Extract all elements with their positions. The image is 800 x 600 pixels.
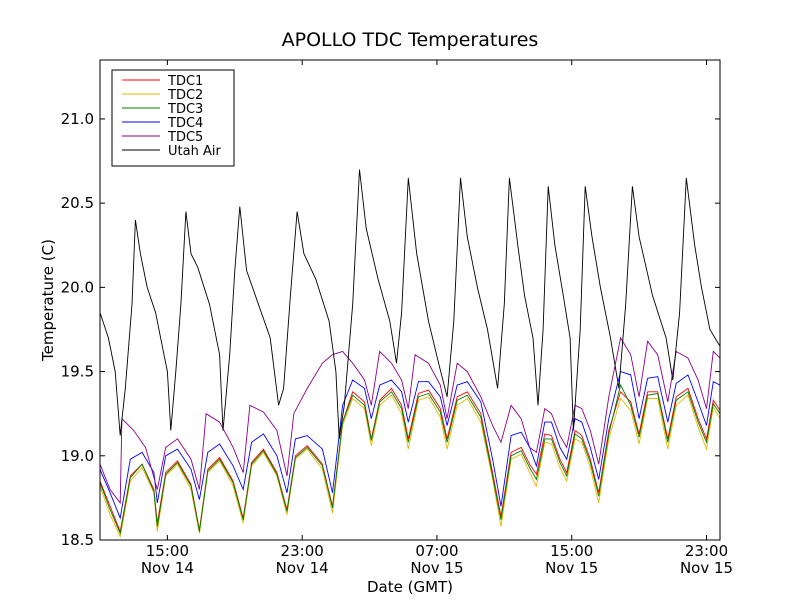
y-tick-label: 20.0 [61, 278, 94, 296]
y-tick-label: 18.5 [61, 531, 94, 549]
y-tick-label: 19.5 [61, 363, 94, 381]
legend-label: TDC4 [167, 116, 203, 131]
x-tick-date-label: Nov 14 [141, 559, 194, 577]
x-tick-date-label: Nov 15 [545, 559, 598, 577]
series-line-tdc5 [100, 336, 720, 505]
y-axis-label: Temperature (C) [39, 239, 57, 362]
series-layer [100, 169, 720, 539]
series-line-tdc4 [100, 371, 720, 520]
legend-label: TDC5 [167, 130, 203, 145]
chart-title: APOLLO TDC Temperatures [282, 29, 539, 51]
y-tick-label: 21.0 [61, 110, 94, 128]
x-tick-time-label: 23:00 [281, 542, 324, 560]
series-line-utah-air [100, 169, 720, 439]
x-tick-date-label: Nov 14 [276, 559, 329, 577]
legend-label: TDC2 [167, 88, 203, 103]
plot-frame [99, 59, 721, 541]
x-tick-date-label: Nov 15 [410, 559, 463, 577]
legend-label: Utah Air [168, 144, 221, 159]
series-line-tdc3 [100, 383, 720, 535]
x-tick-time-label: 15:00 [550, 542, 593, 560]
legend-label: TDC3 [167, 102, 203, 117]
y-tick-label: 19.0 [61, 447, 94, 465]
x-tick-time-label: 15:00 [146, 542, 189, 560]
x-axis-label: Date (GMT) [367, 578, 453, 596]
x-tick-time-label: 07:00 [415, 542, 458, 560]
x-tick-date-label: Nov 15 [680, 559, 733, 577]
legend-label: TDC1 [167, 74, 203, 89]
x-tick-time-label: 23:00 [685, 542, 728, 560]
y-tick-label: 20.5 [61, 194, 94, 212]
